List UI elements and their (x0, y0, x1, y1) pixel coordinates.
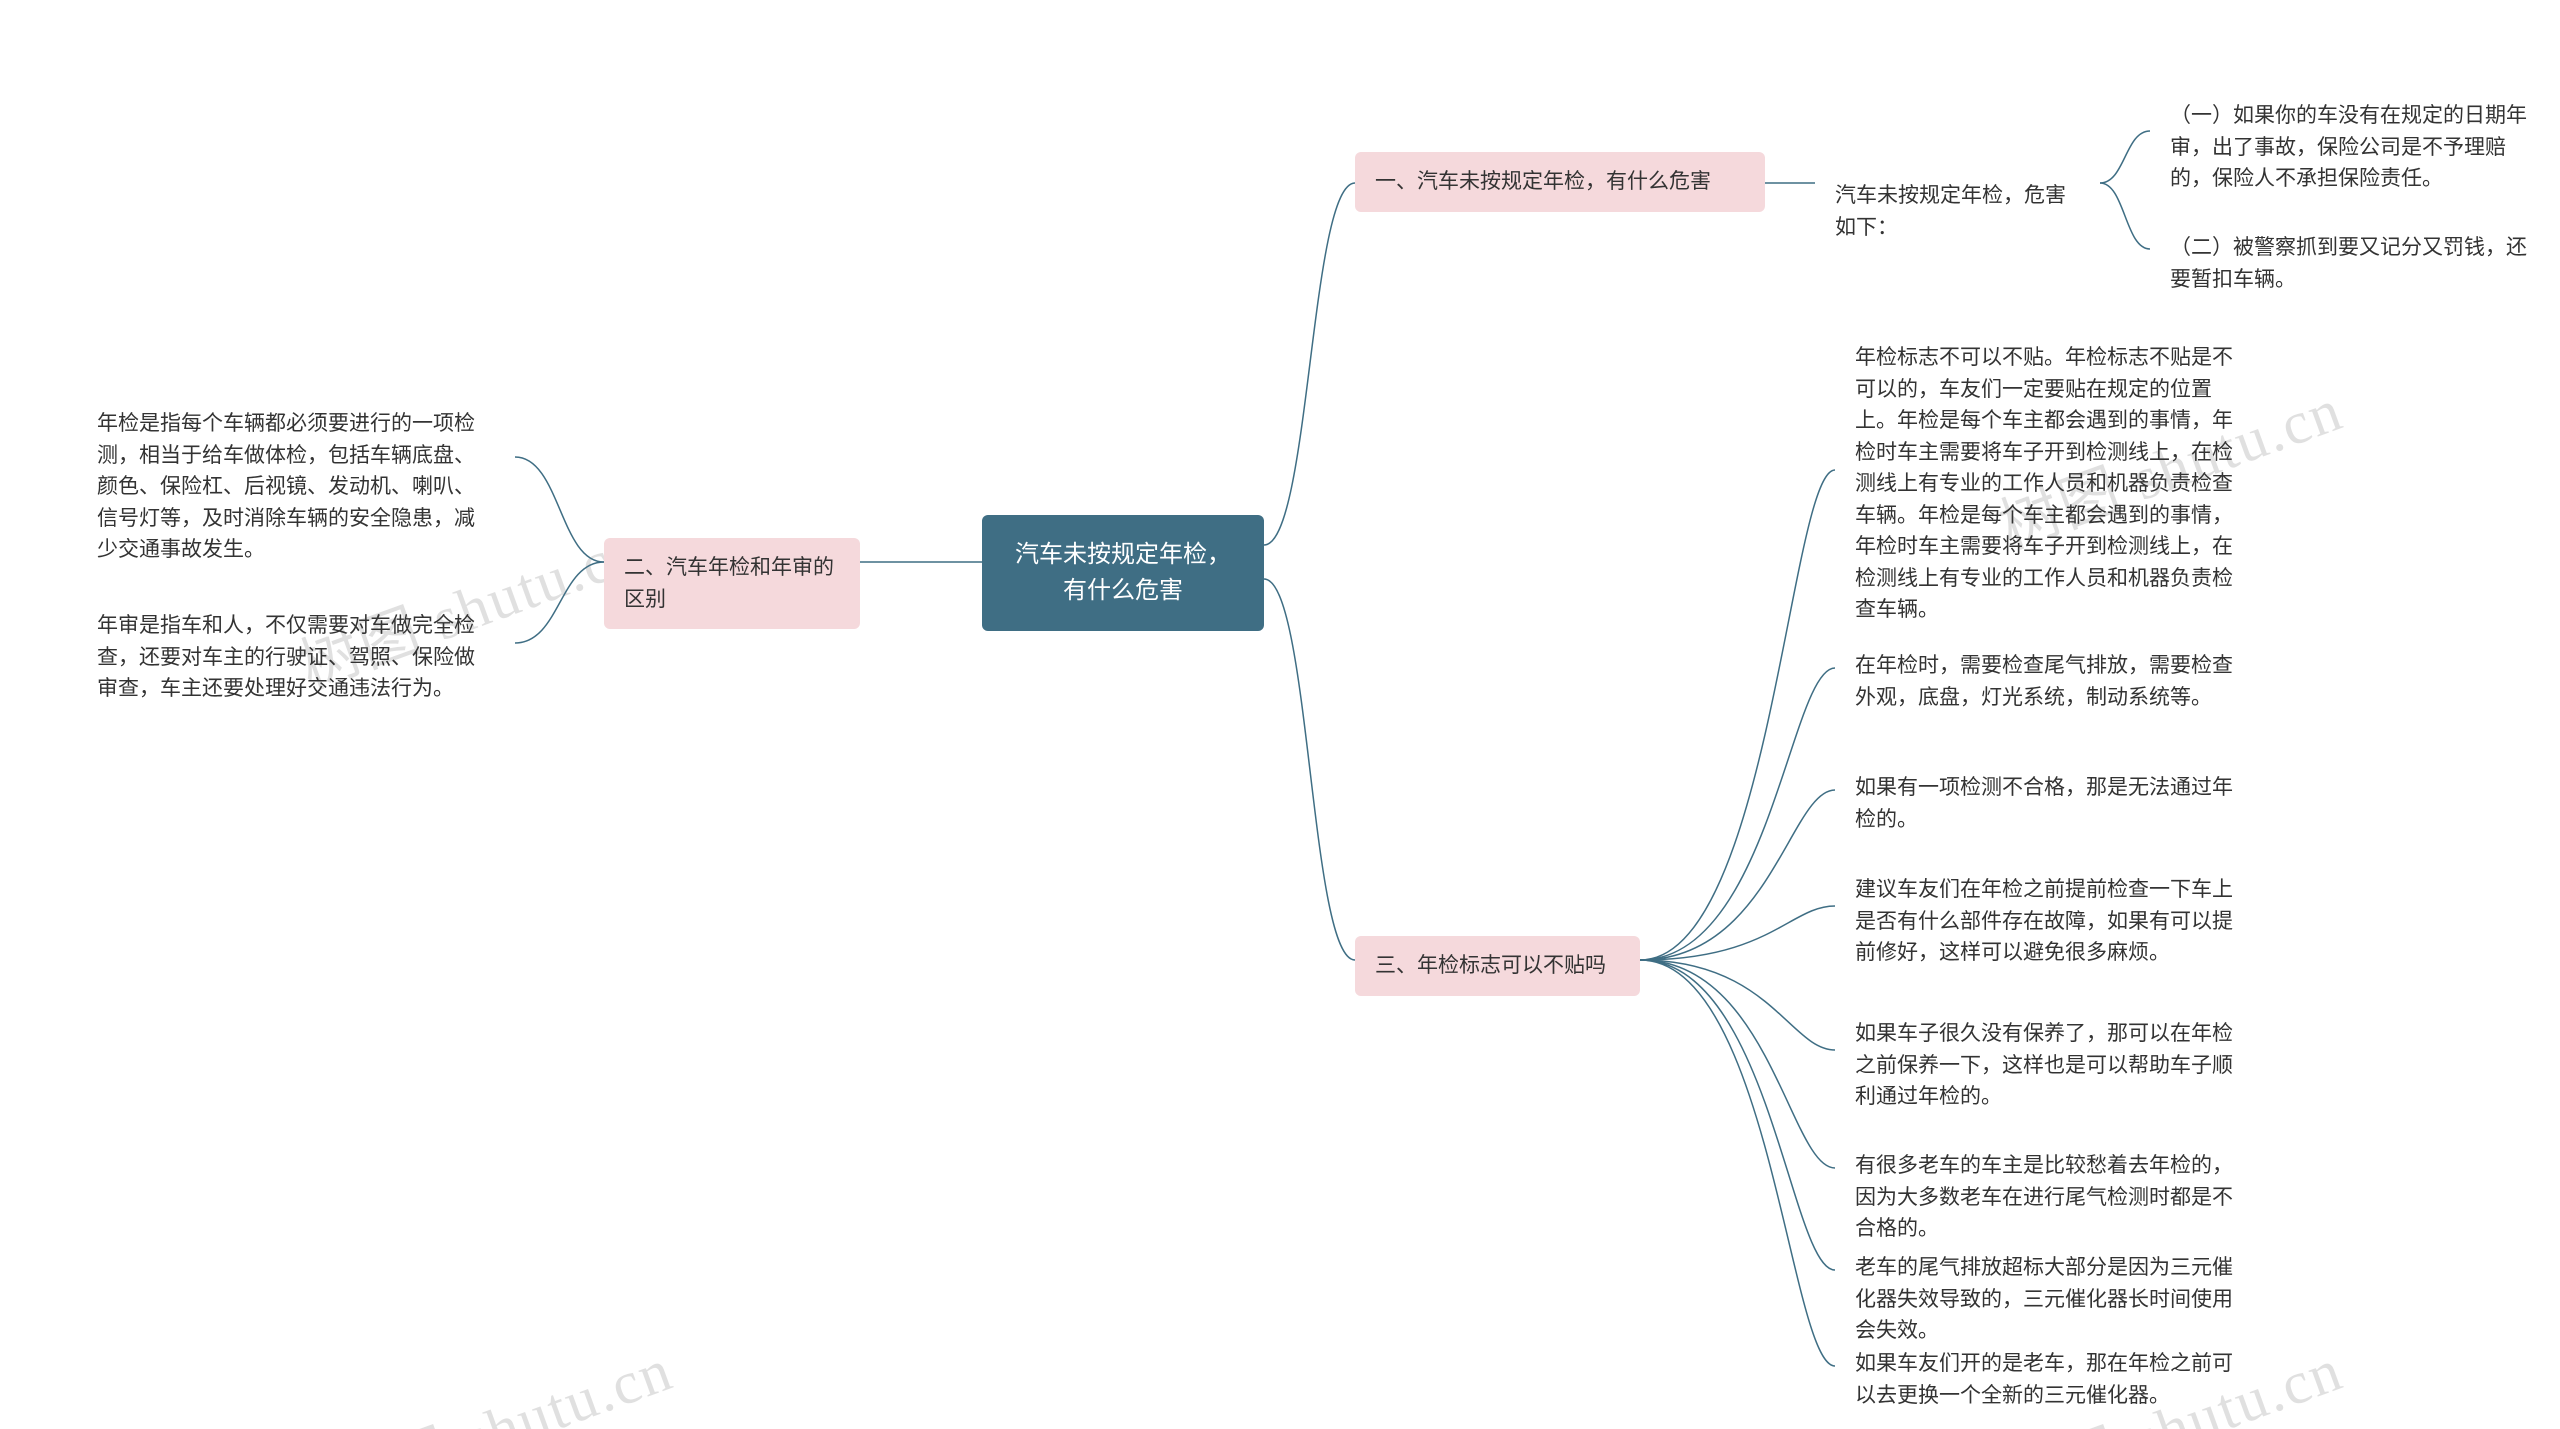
branch-1[interactable]: 一、汽车未按规定年检，有什么危害 (1355, 152, 1765, 212)
leaf-b3-8: 如果车友们开的是老车，那在年检之前可以去更换一个全新的三元催化器。 (1835, 1334, 2265, 1425)
watermark: 树图 shutu.cn (316, 1321, 683, 1429)
leaf-b1-1: （一）如果你的车没有在规定的日期年审，出了事故，保险公司是不予理赔的，保险人不承… (2150, 86, 2555, 209)
branch-3[interactable]: 三、年检标志可以不贴吗 (1355, 936, 1640, 996)
leaf-b3-1: 年检标志不可以不贴。年检标志不贴是不可以的，车友们一定要贴在规定的位置上。年检是… (1835, 328, 2265, 640)
leaf-b2-1: 年检是指每个车辆都必须要进行的一项检测，相当于给车做体检，包括车辆底盘、颜色、保… (77, 394, 515, 580)
leaf-b3-4: 建议车友们在年检之前提前检查一下车上是否有什么部件存在故障，如果有可以提前修好，… (1835, 860, 2265, 983)
leaf-b3-5: 如果车子很久没有保养了，那可以在年检之前保养一下，这样也是可以帮助车子顺利通过年… (1835, 1004, 2265, 1127)
leaf-b1-mid: 汽车未按规定年检，危害如下： (1815, 166, 2105, 257)
leaf-b3-3: 如果有一项检测不合格，那是无法通过年检的。 (1835, 758, 2265, 849)
leaf-b2-2: 年审是指车和人，不仅需要对车做完全检查，还要对车主的行驶证、驾照、保险做审查，车… (77, 596, 515, 719)
root-node[interactable]: 汽车未按规定年检，有什么危害 (982, 515, 1264, 631)
branch-2[interactable]: 二、汽车年检和年审的区别 (604, 538, 860, 629)
leaf-b1-2: （二）被警察抓到要又记分又罚钱，还要暂扣车辆。 (2150, 218, 2555, 309)
leaf-b3-2: 在年检时，需要检查尾气排放，需要检查外观，底盘，灯光系统，制动系统等。 (1835, 636, 2265, 727)
